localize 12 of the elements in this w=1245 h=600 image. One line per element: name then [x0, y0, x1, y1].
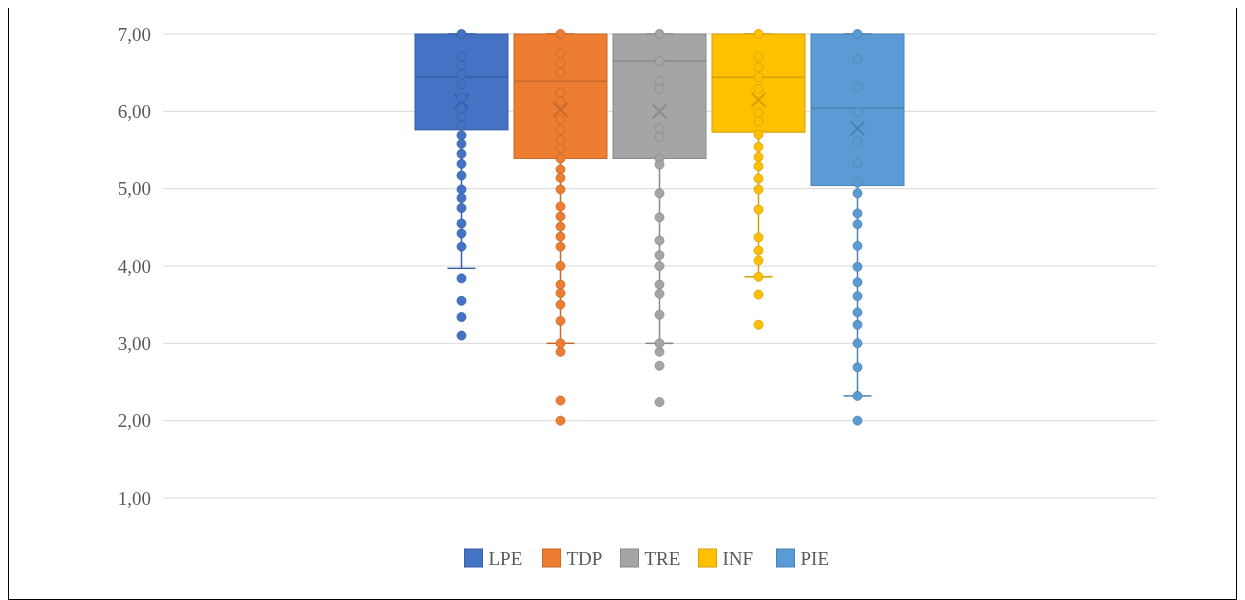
legend-label: TRE [644, 547, 681, 569]
y-tick-label: 5,00 [117, 178, 151, 200]
legend-label: TDP [566, 547, 603, 569]
y-tick-label: 7,00 [117, 23, 151, 45]
y-tick-label: 2,00 [117, 410, 151, 432]
y-tick-label: 1,00 [117, 487, 151, 509]
y-tick-label: 4,00 [117, 255, 151, 277]
legend-label: LPE [488, 547, 523, 569]
y-tick-label: 3,00 [117, 332, 151, 354]
y-tick-label: 6,00 [117, 100, 151, 122]
legend-label: PIE [800, 547, 829, 569]
legend-label: INF [722, 547, 754, 569]
